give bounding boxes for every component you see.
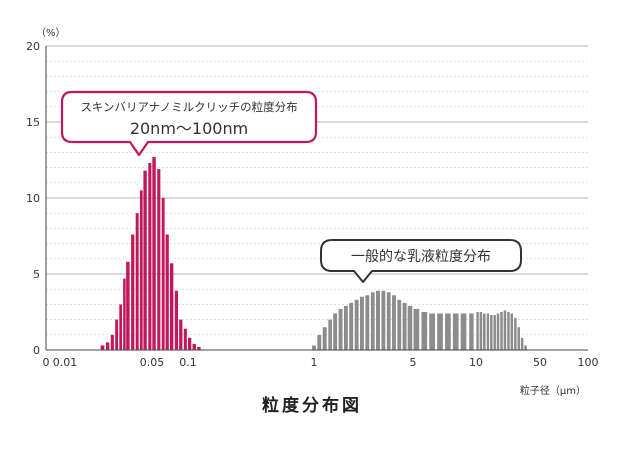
bar: [169, 263, 174, 350]
y-tick-label: 20: [26, 40, 40, 53]
general-emulsion-bars: [312, 290, 527, 350]
bar: [157, 169, 161, 350]
general-callout: 一般的な乳液粒度分布: [320, 239, 522, 283]
axes: [45, 46, 588, 351]
x-tick-label: 1: [311, 356, 318, 369]
nano-callout-line1: スキンバリアナノミルクリッチの粒度分布: [80, 100, 297, 114]
bar: [490, 315, 493, 350]
general-callout-text: 一般的な乳液粒度分布: [351, 249, 491, 265]
y-tick-labels: 0 5 10 15 20: [26, 40, 40, 357]
bar: [493, 315, 496, 350]
bar: [354, 299, 359, 350]
bar: [131, 234, 135, 350]
bar: [524, 345, 527, 350]
bar: [152, 156, 156, 350]
bar: [507, 312, 510, 350]
x-tick-label: 0.01: [53, 356, 78, 369]
general-callout-bubble: [320, 239, 522, 283]
bar: [139, 190, 143, 350]
bar: [192, 343, 196, 350]
bar: [317, 334, 322, 350]
bar: [407, 305, 413, 350]
bar: [486, 313, 490, 350]
bar: [143, 170, 147, 350]
chart-title: 粒度分布図: [262, 395, 362, 416]
bar: [520, 337, 524, 350]
bar: [517, 327, 520, 350]
bar: [349, 302, 354, 350]
bar: [429, 313, 435, 350]
bar: [376, 290, 380, 350]
bar: [187, 337, 192, 350]
bar: [381, 290, 386, 350]
nano-callout-line2: 20nm〜100nm: [130, 119, 248, 138]
bar: [476, 312, 479, 350]
bar: [135, 213, 139, 350]
bar: [105, 342, 110, 350]
bar: [165, 234, 169, 350]
bar: [482, 313, 486, 350]
bar: [179, 319, 183, 350]
bar: [344, 305, 348, 350]
bar: [126, 261, 130, 350]
bar: [421, 312, 428, 350]
bar: [500, 312, 503, 350]
bar: [452, 313, 459, 350]
nano-callout: スキンバリアナノミルクリッチの粒度分布 20nm〜100nm: [60, 90, 318, 157]
y-tick-label: 10: [26, 192, 40, 205]
bar: [174, 290, 178, 350]
bar: [503, 310, 507, 350]
y-tick-label: 15: [26, 116, 40, 129]
x-unit-label: 粒子径（μm）: [520, 384, 586, 397]
bar: [402, 302, 407, 350]
bar: [328, 319, 332, 350]
bar: [115, 319, 119, 350]
bar: [100, 345, 105, 350]
nano-milk-bars: [100, 156, 201, 350]
bar: [333, 313, 338, 350]
y-unit-label: （%）: [36, 27, 66, 39]
bar: [445, 313, 451, 350]
bar: [496, 313, 500, 350]
bar: [386, 292, 391, 350]
bar: [437, 313, 443, 350]
x-tick-label: 0: [43, 356, 50, 369]
x-tick-label: 50: [533, 356, 547, 369]
bar: [338, 308, 343, 350]
bar: [479, 312, 483, 350]
bar: [413, 308, 420, 350]
x-tick-label: 10: [469, 356, 483, 369]
bar: [510, 313, 514, 350]
x-tick-label: 0.05: [140, 356, 165, 369]
x-tick-label: 0.1: [179, 356, 197, 369]
x-tick-label: 100: [578, 356, 599, 369]
bar: [469, 313, 474, 350]
bar: [392, 295, 396, 350]
bar: [161, 198, 165, 350]
x-tick-label: 5: [410, 356, 417, 369]
bar: [110, 334, 114, 350]
y-tick-label: 5: [33, 268, 40, 281]
bar: [123, 278, 126, 350]
bar: [359, 296, 364, 350]
bar: [365, 295, 370, 350]
bar: [148, 163, 152, 350]
bar: [460, 313, 467, 350]
bar: [312, 345, 316, 350]
bar: [370, 292, 375, 350]
bar: [514, 318, 517, 350]
bar: [183, 328, 187, 350]
y-tick-label: 0: [33, 344, 40, 357]
bar: [397, 299, 402, 350]
bar: [322, 327, 327, 350]
x-tick-labels: 0 0.01 0.05 0.1 1 5 10 50 100: [43, 356, 599, 369]
bar: [197, 346, 201, 350]
nano-callout-bubble: [60, 90, 318, 157]
bar: [119, 304, 122, 350]
